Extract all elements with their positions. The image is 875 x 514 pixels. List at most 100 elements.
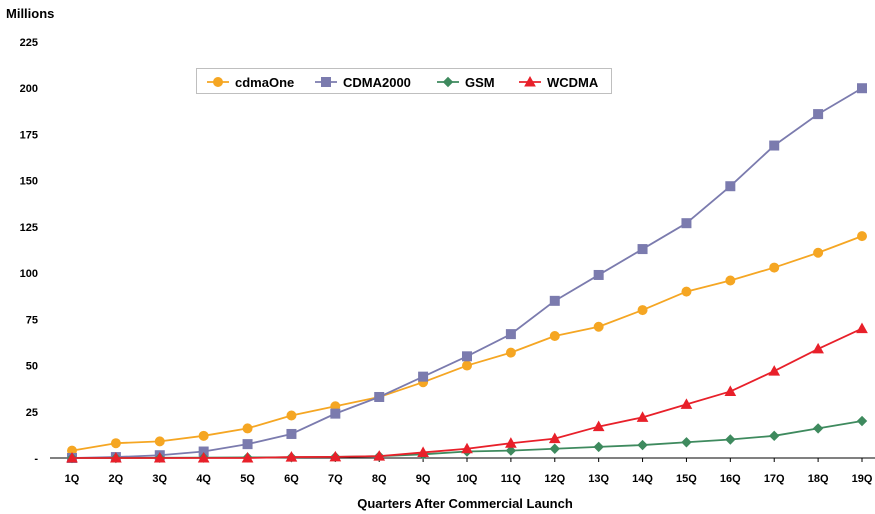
- data-point-cdmaone: [593, 321, 604, 332]
- x-tick-label: 15Q: [676, 473, 697, 485]
- data-point-cdma2000: [549, 295, 560, 306]
- data-point-wcdma: [724, 385, 737, 396]
- data-point-cdmaone: [725, 275, 736, 286]
- data-point-cdma2000: [286, 428, 297, 439]
- data-point-cdma2000: [462, 351, 472, 362]
- data-point-cdma2000: [769, 140, 780, 151]
- data-point-cdmaone: [242, 423, 253, 434]
- y-tick-label: 200: [20, 83, 38, 95]
- x-tick-label: 8Q: [372, 473, 387, 485]
- data-point-cdma2000: [637, 244, 648, 255]
- data-point-gsm: [856, 415, 868, 427]
- series-cdmaone: [67, 231, 867, 456]
- x-tick-label: 5Q: [240, 473, 255, 485]
- x-tick-label: 19Q: [852, 473, 873, 485]
- series-wcdma: [66, 322, 868, 463]
- data-point-wcdma: [110, 451, 122, 463]
- data-point-cdmaone: [549, 330, 560, 341]
- y-tick-label: 225: [20, 37, 38, 49]
- data-point-gsm: [593, 441, 604, 453]
- x-tick-label: 2Q: [109, 473, 124, 485]
- data-point-wcdma: [856, 322, 868, 334]
- x-tick-label: 7Q: [328, 473, 343, 485]
- y-tick-label: 100: [20, 268, 38, 280]
- legend-label-gsm: GSM: [465, 75, 495, 90]
- data-point-cdma2000: [813, 109, 824, 120]
- data-point-cdmaone: [286, 410, 297, 421]
- x-tick-label: 18Q: [808, 473, 829, 485]
- y-tick-label: 25: [26, 407, 38, 419]
- y-tick-label: 75: [26, 314, 38, 326]
- data-point-wcdma: [66, 451, 78, 463]
- data-point-cdmaone: [110, 438, 121, 449]
- data-point-cdma2000: [505, 329, 516, 340]
- data-point-cdmaone: [198, 430, 209, 441]
- data-point-wcdma: [680, 398, 693, 409]
- series-cdma2000: [67, 83, 867, 463]
- y-tick-label: 125: [20, 222, 38, 234]
- x-axis-title: Quarters After Commercial Launch: [357, 496, 573, 511]
- data-point-gsm: [812, 423, 824, 434]
- data-point-cdma2000: [330, 408, 341, 419]
- data-point-wcdma: [153, 451, 166, 463]
- data-point-cdma2000: [857, 83, 867, 94]
- data-point-wcdma: [636, 411, 649, 422]
- data-point-cdma2000: [374, 391, 385, 402]
- legend-items: cdmaOne CDMA2000 GSM WCDMA: [207, 75, 599, 90]
- legend-entry-cdma2000: CDMA2000: [315, 75, 411, 90]
- data-point-cdma2000: [418, 371, 429, 382]
- data-point-wcdma: [592, 420, 605, 432]
- x-tick-label: 13Q: [588, 473, 609, 485]
- legend-entry-gsm: GSM: [437, 75, 495, 90]
- series-line-cdmaone: [71, 235, 863, 452]
- data-point-cdma2000: [242, 439, 253, 450]
- legend-marker-gsm: [442, 76, 454, 88]
- legend-marker-wcdma: [524, 75, 536, 87]
- data-point-cdmaone: [637, 305, 648, 316]
- data-point-wcdma: [417, 446, 429, 457]
- chart-legend: cdmaOne CDMA2000 GSM WCDMA: [196, 68, 612, 94]
- data-point-wcdma: [548, 432, 561, 444]
- data-point-cdmaone: [154, 436, 165, 447]
- data-point-cdma2000: [681, 218, 692, 229]
- data-point-cdma2000: [725, 181, 736, 192]
- x-tick-label: 14Q: [632, 473, 653, 485]
- legend-marker-cdmaone: [213, 77, 223, 87]
- data-point-wcdma: [197, 451, 210, 463]
- x-tick-label: 4Q: [196, 473, 211, 485]
- series-gsm: [66, 415, 868, 464]
- x-tick-label: 9Q: [416, 473, 431, 485]
- data-point-gsm: [769, 430, 780, 442]
- series-line-cdma2000: [71, 87, 863, 459]
- data-point-cdmaone: [505, 347, 516, 358]
- legend-label-wcdma: WCDMA: [547, 75, 599, 90]
- data-point-gsm: [549, 443, 560, 454]
- x-tick-label: 12Q: [544, 473, 565, 485]
- data-point-cdmaone: [769, 262, 780, 273]
- data-point-cdmaone: [813, 247, 824, 258]
- x-tick-label: 1Q: [65, 473, 80, 485]
- data-point-cdmaone: [857, 231, 867, 242]
- legend-marker-cdma2000: [321, 77, 331, 87]
- legend-label-cdmaone: cdmaOne: [235, 75, 294, 90]
- data-point-wcdma: [461, 442, 473, 454]
- x-tick-label: 11Q: [501, 473, 522, 485]
- y-tick-label: 50: [26, 361, 38, 373]
- data-point-wcdma: [505, 437, 517, 448]
- data-point-gsm: [681, 437, 692, 448]
- data-point-wcdma: [768, 365, 781, 376]
- y-tick-label: 175: [20, 129, 38, 141]
- data-point-gsm: [725, 434, 736, 445]
- x-tick-label: 16Q: [720, 473, 741, 485]
- data-point-cdmaone: [681, 286, 692, 297]
- data-point-wcdma: [241, 451, 254, 463]
- data-point-gsm: [637, 439, 648, 451]
- x-tick-label: 17Q: [764, 473, 785, 485]
- data-point-wcdma: [329, 450, 342, 462]
- x-tick-label: 10Q: [457, 473, 478, 485]
- x-tick-label: 6Q: [284, 473, 299, 485]
- legend-entry-cdmaone: cdmaOne: [207, 75, 294, 90]
- legend-label-cdma2000: CDMA2000: [343, 75, 411, 90]
- y-tick-label: -: [34, 453, 38, 465]
